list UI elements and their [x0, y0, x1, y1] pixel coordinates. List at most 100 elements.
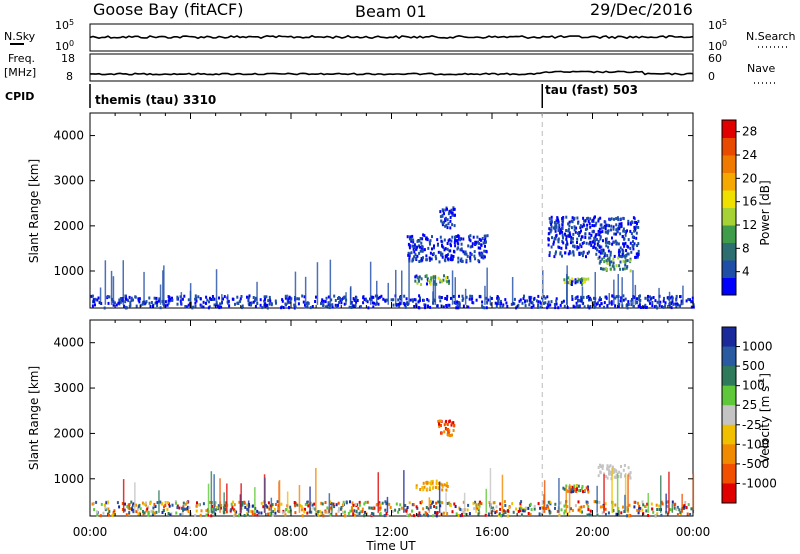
range-cell — [602, 226, 605, 230]
range-cell — [299, 504, 302, 508]
range-cell — [472, 235, 475, 239]
range-cell — [428, 488, 431, 492]
range-cell — [425, 258, 428, 262]
range-streak — [403, 470, 405, 513]
range-cell — [475, 240, 477, 244]
range-cell — [558, 231, 561, 235]
range-cell — [159, 306, 162, 310]
range-streak — [163, 265, 165, 305]
range-streak — [376, 280, 378, 305]
range-cell — [234, 509, 237, 513]
range-cell — [495, 305, 498, 309]
range-cell — [333, 505, 336, 509]
range-cell — [105, 501, 108, 505]
range-cell — [448, 419, 451, 423]
range-cell — [539, 506, 542, 510]
x-tick-label: 04:00 — [173, 525, 208, 539]
range-cell — [646, 502, 649, 506]
range-cell — [484, 236, 487, 240]
range-cell — [329, 500, 332, 504]
range-cell — [570, 235, 573, 239]
colorbar-frame — [721, 326, 737, 504]
range-cell — [100, 502, 103, 506]
range-cell — [459, 238, 462, 242]
range-cell — [268, 302, 271, 306]
range-cell — [135, 510, 138, 514]
range-cell — [250, 303, 252, 307]
range-cell — [490, 297, 493, 300]
range-cell — [405, 297, 408, 301]
range-cell — [576, 245, 579, 249]
range-cell — [563, 304, 566, 308]
range-streak — [463, 492, 466, 513]
range-cell — [628, 514, 630, 518]
range-streak — [99, 287, 102, 305]
range-cell — [650, 502, 653, 506]
range-cell — [93, 300, 96, 303]
range-cell — [562, 241, 565, 245]
range-streak — [594, 272, 596, 305]
range-cell — [496, 302, 498, 306]
range-cell — [126, 505, 129, 508]
range-cell — [271, 503, 274, 507]
range-cell — [446, 218, 449, 222]
range-cell — [213, 297, 216, 301]
range-cell — [532, 304, 535, 308]
range-cell — [679, 511, 682, 515]
range-cell — [596, 238, 598, 242]
colorbar-tick-label: 100 — [742, 379, 765, 393]
range-cell — [560, 508, 563, 512]
range-cell — [389, 506, 392, 509]
range-cell — [497, 299, 500, 303]
range-cell — [356, 512, 359, 516]
range-cell — [571, 488, 574, 492]
range-cell — [638, 294, 641, 298]
range-cell — [480, 502, 483, 506]
range-cell — [586, 502, 589, 506]
range-cell — [666, 504, 669, 508]
range-cell — [599, 223, 602, 227]
range-cell — [210, 298, 213, 301]
range-cell — [555, 219, 558, 223]
range-cell — [617, 510, 620, 514]
range-cell — [587, 508, 590, 511]
range-cell — [130, 299, 133, 303]
range-cell — [410, 251, 413, 255]
range-cell — [337, 303, 340, 307]
range-cell — [362, 295, 365, 299]
range-cell — [243, 500, 246, 504]
range-cell — [579, 243, 582, 247]
range-cell — [589, 236, 592, 240]
range-cell — [311, 503, 314, 507]
range-cell — [352, 304, 355, 308]
range-cell — [555, 223, 558, 227]
range-cell — [563, 504, 566, 508]
range-cell — [583, 305, 586, 309]
range-cell — [654, 299, 657, 303]
range-cell — [595, 252, 598, 256]
range-cell — [470, 253, 473, 256]
range-cell — [632, 216, 635, 220]
range-cell — [167, 299, 170, 303]
range-cell — [598, 298, 601, 302]
range-cell — [594, 239, 596, 243]
range-cell — [420, 241, 423, 245]
range-cell — [429, 280, 432, 284]
range-cell — [444, 247, 447, 251]
range-cell — [606, 467, 609, 471]
range-cell — [550, 300, 553, 304]
range-cell — [467, 305, 470, 309]
range-cell — [528, 296, 531, 300]
range-cell — [317, 510, 320, 514]
range-cell — [194, 304, 197, 308]
range-cell — [113, 512, 116, 516]
range-cell — [588, 232, 591, 236]
range-cell — [119, 300, 122, 304]
range-cell — [334, 303, 337, 307]
range-cell — [478, 242, 481, 245]
range-cell — [585, 486, 588, 490]
range-cell — [550, 245, 553, 249]
range-cell — [477, 512, 480, 516]
range-cell — [209, 296, 211, 300]
range-cell — [417, 514, 420, 518]
